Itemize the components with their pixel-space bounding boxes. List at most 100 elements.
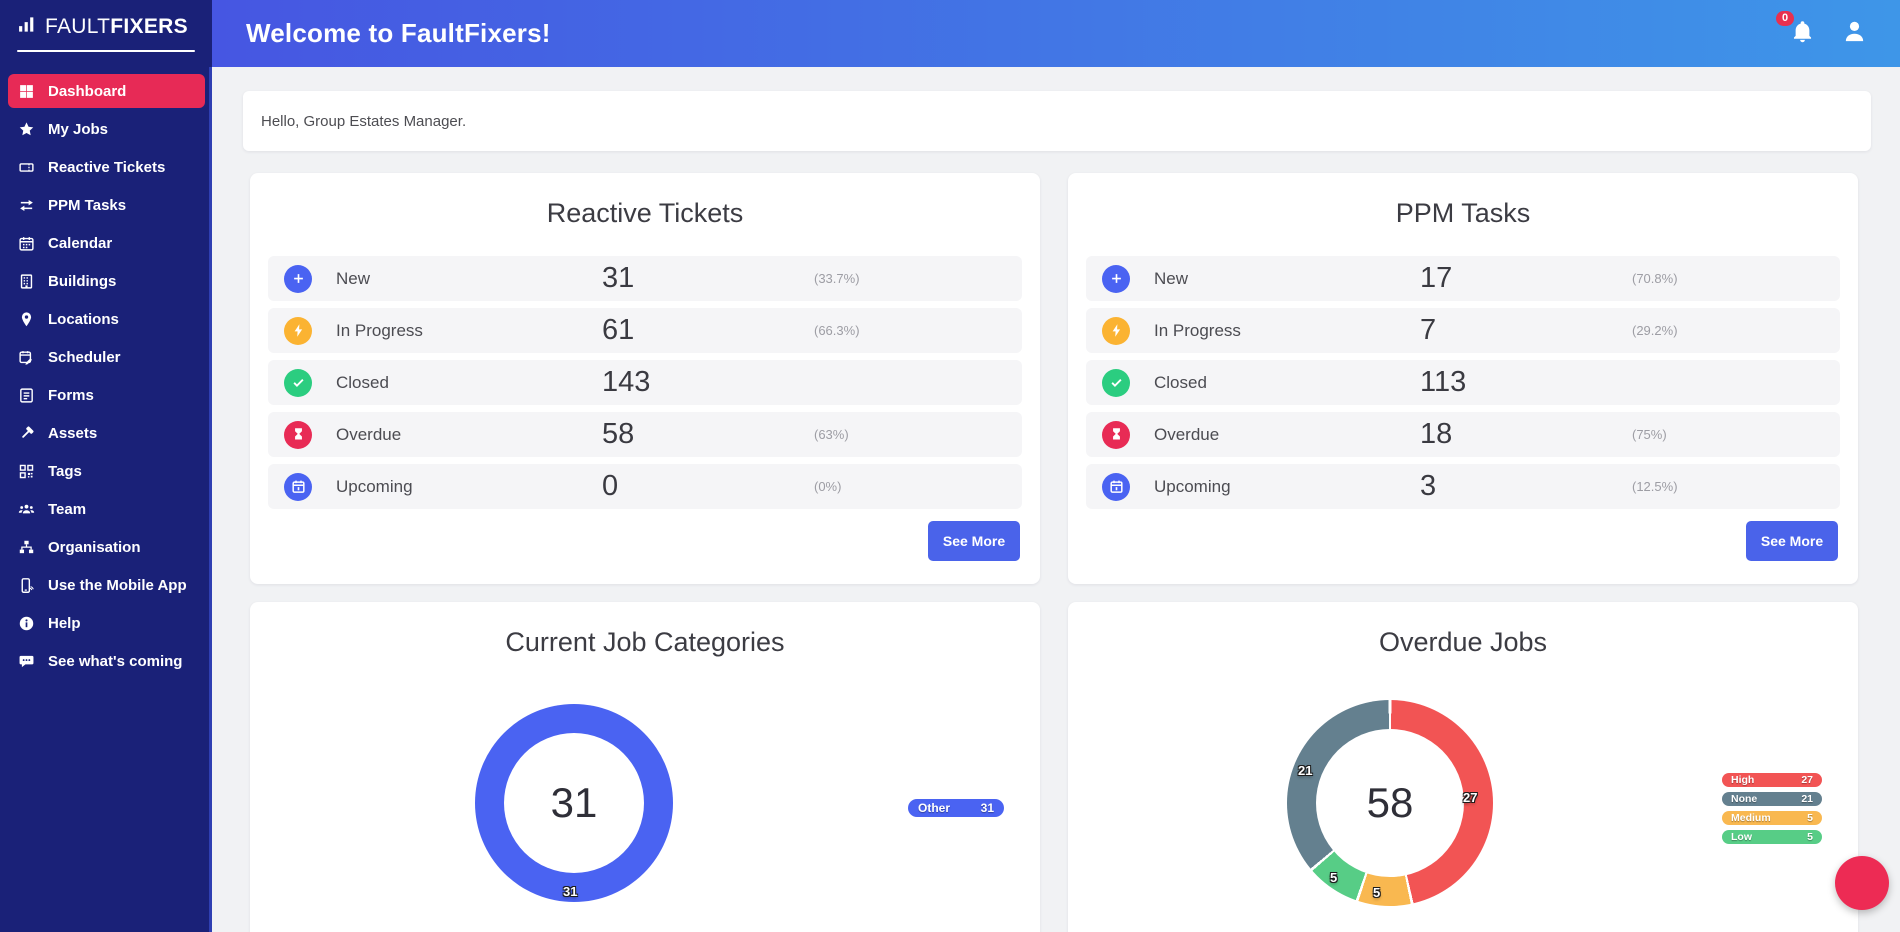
legend-label: High xyxy=(1731,774,1755,786)
map-marker-icon xyxy=(17,310,35,328)
sidebar-item-dashboard[interactable]: Dashboard xyxy=(8,74,205,108)
stat-row-in-progress: In Progress 61 (66.3%) xyxy=(268,308,1022,353)
see-more-button[interactable]: See More xyxy=(928,521,1020,561)
reactive-tickets-card: Reactive Tickets New 31 (33.7%) In Progr… xyxy=(250,173,1040,584)
building-icon xyxy=(17,272,35,290)
sidebar-item-see-whats-coming[interactable]: See what's coming xyxy=(8,644,205,678)
overdue-jobs-donut-chart[interactable]: 58 21 27 5 5 xyxy=(1287,700,1493,906)
top-header: Welcome to FaultFixers! 0 xyxy=(212,0,1900,67)
row-label: Overdue xyxy=(336,424,402,444)
legend-item-high[interactable]: High 27 xyxy=(1722,773,1822,787)
sidebar-item-label: Team xyxy=(48,500,87,518)
row-percent: (29.2%) xyxy=(1632,323,1678,338)
legend-value: 5 xyxy=(1807,831,1813,843)
notifications-button[interactable]: 0 xyxy=(1776,10,1815,49)
sidebar-item-label: PPM Tasks xyxy=(48,196,127,214)
sidebar-item-label: Locations xyxy=(48,310,119,328)
legend-item-low[interactable]: Low 5 xyxy=(1722,830,1822,844)
sidebar-item-forms[interactable]: Forms xyxy=(8,378,205,412)
legend-item-none[interactable]: None 21 xyxy=(1722,792,1822,806)
current-job-categories-card: Current Job Categories 31 31 Other 31 xyxy=(250,602,1040,932)
sidebar-item-label: Tags xyxy=(48,462,82,480)
calendar-badge-icon xyxy=(1102,472,1130,501)
row-label: Upcoming xyxy=(336,476,413,496)
sidebar-item-assets[interactable]: Assets xyxy=(8,416,205,450)
sidebar-item-scheduler[interactable]: Scheduler xyxy=(8,340,205,374)
row-label: In Progress xyxy=(336,320,423,340)
stat-rows: New 17 (70.8%) In Progress 7 (29.2%) Clo… xyxy=(1086,256,1840,509)
row-percent: (75%) xyxy=(1632,427,1667,442)
user-menu-button[interactable] xyxy=(1841,18,1868,50)
header-actions: 0 xyxy=(1776,10,1868,50)
row-value: 17 xyxy=(1420,262,1453,294)
sidebar-item-label: Assets xyxy=(48,424,98,442)
stat-rows: New 31 (33.7%) In Progress 61 (66.3%) Cl… xyxy=(268,256,1022,509)
stat-row-new: New 31 (33.7%) xyxy=(268,256,1022,301)
sidebar-item-reactive-tickets[interactable]: Reactive Tickets xyxy=(8,150,205,184)
row-label: Closed xyxy=(1154,372,1207,392)
greeting-text: Hello, Group Estates Manager. xyxy=(261,112,467,130)
row-label: Closed xyxy=(336,372,389,392)
lightning-bolt-icon xyxy=(284,316,312,345)
row-value: 31 xyxy=(602,262,635,294)
form-list-icon xyxy=(17,386,35,404)
row-percent: (0%) xyxy=(814,479,842,494)
ticket-icon xyxy=(17,158,35,176)
qr-code-icon xyxy=(17,462,35,480)
sidebar-item-label: Reactive Tickets xyxy=(48,158,166,176)
sidebar-item-ppm-tasks[interactable]: PPM Tasks xyxy=(8,188,205,222)
check-circle-icon xyxy=(1102,368,1130,397)
calendar-edit-icon xyxy=(17,348,35,366)
row-percent: (12.5%) xyxy=(1632,479,1678,494)
sidebar-item-label: Scheduler xyxy=(48,348,121,366)
sidebar: FAULTFIXERS Dashboard My Jobs Reactive T… xyxy=(0,0,212,932)
legend-item-other[interactable]: Other 31 xyxy=(908,799,1004,817)
stat-row-closed: Closed 113 xyxy=(1086,360,1840,405)
sidebar-item-buildings[interactable]: Buildings xyxy=(8,264,205,298)
see-more-button[interactable]: See More xyxy=(1746,521,1838,561)
sidebar-item-tags[interactable]: Tags xyxy=(8,454,205,488)
faultfixers-logo[interactable]: FAULTFIXERS xyxy=(0,0,212,39)
slice-value-label: 21 xyxy=(1298,763,1313,778)
mobile-phone-icon xyxy=(17,576,35,594)
sidebar-item-team[interactable]: Team xyxy=(8,492,205,526)
card-title: Reactive Tickets xyxy=(546,198,744,228)
hourglass-icon xyxy=(1102,420,1130,449)
sidebar-item-mobile-app[interactable]: Use the Mobile App xyxy=(8,568,205,602)
legend-value: 21 xyxy=(1801,793,1813,805)
sync-arrows-icon xyxy=(17,196,35,214)
bell-icon xyxy=(1790,20,1815,48)
stat-row-upcoming: Upcoming 0 (0%) xyxy=(268,464,1022,509)
logo-underline xyxy=(17,50,195,52)
stat-row-in-progress: In Progress 7 (29.2%) xyxy=(1086,308,1840,353)
stat-row-closed: Closed 143 xyxy=(268,360,1022,405)
sidebar-item-organisation[interactable]: Organisation xyxy=(8,530,205,564)
row-label: Overdue xyxy=(1154,424,1220,444)
ppm-tasks-card: PPM Tasks New 17 (70.8%) In Progress 7 (… xyxy=(1068,173,1858,584)
row-value: 58 xyxy=(602,418,635,450)
card-title: PPM Tasks xyxy=(1395,198,1531,228)
sidebar-item-label: Dashboard xyxy=(48,82,127,100)
sidebar-item-label: Use the Mobile App xyxy=(48,576,187,594)
sidebar-item-help[interactable]: Help xyxy=(8,606,205,640)
row-label: New xyxy=(1154,268,1189,288)
sidebar-item-label: Help xyxy=(48,614,81,632)
calendar-icon xyxy=(17,234,35,252)
row-label: New xyxy=(336,268,371,288)
bar-chart-logo-icon xyxy=(17,15,37,39)
sidebar-nav: Dashboard My Jobs Reactive Tickets PPM T… xyxy=(0,74,212,678)
slice-value-label: 5 xyxy=(1330,870,1338,885)
legend-item-medium[interactable]: Medium 5 xyxy=(1722,811,1822,825)
page-title: Welcome to FaultFixers! xyxy=(246,18,551,48)
sidebar-item-my-jobs[interactable]: My Jobs xyxy=(8,112,205,146)
slice-value-label: 5 xyxy=(1373,885,1381,900)
row-value: 61 xyxy=(602,314,635,346)
row-percent: (70.8%) xyxy=(1632,271,1678,286)
chat-bubble-icon xyxy=(17,652,35,670)
chart-title: Overdue Jobs xyxy=(1378,627,1548,657)
sidebar-item-locations[interactable]: Locations xyxy=(8,302,205,336)
job-categories-donut-chart[interactable]: 31 31 xyxy=(475,704,673,902)
sidebar-item-calendar[interactable]: Calendar xyxy=(8,226,205,260)
chat-launcher-button[interactable] xyxy=(1835,856,1889,910)
greeting-card: Hello, Group Estates Manager. xyxy=(243,91,1871,151)
